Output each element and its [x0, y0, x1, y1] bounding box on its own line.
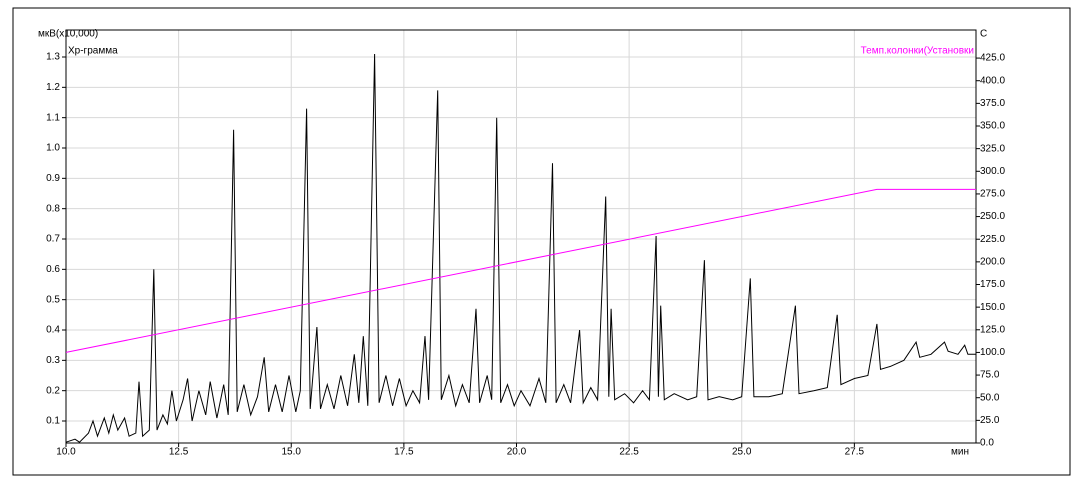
y-tick-label: 1.3: [46, 52, 60, 63]
y2-tick-label: 125.0: [980, 324, 1005, 335]
x-tick-label: 20.0: [507, 447, 527, 458]
y2-tick-label: 150.0: [980, 302, 1005, 313]
x-tick-label: 27.5: [845, 447, 865, 458]
y-tick-label: 0.5: [46, 294, 60, 305]
y2-tick-label: 400.0: [980, 75, 1005, 86]
plot-area: [65, 29, 977, 444]
y-tick-label: 1.2: [46, 82, 60, 93]
y2-tick-label: 100.0: [980, 347, 1005, 358]
y-tick-label: 0.7: [46, 234, 60, 245]
y2-unit-label: С: [980, 29, 987, 40]
y2-tick-label: 300.0: [980, 166, 1005, 177]
x-tick-label: 10.0: [56, 447, 76, 458]
y2-tick-label: 175.0: [980, 279, 1005, 290]
x-tick-label: 12.5: [169, 447, 189, 458]
y-unit-label: мкВ(x10,000): [38, 29, 98, 40]
y-tick-label: 0.1: [46, 416, 60, 427]
y2-tick-label: 50.0: [980, 392, 1000, 403]
y-tick-label: 0.3: [46, 355, 60, 366]
y2-tick-label: 200.0: [980, 257, 1005, 268]
y2-tick-label: 0.0: [980, 438, 994, 449]
y2-tick-label: 350.0: [980, 121, 1005, 132]
frame: [12, 7, 1071, 476]
legend-entry: Хр-грамма: [68, 46, 118, 57]
x-tick-label: 22.5: [619, 447, 639, 458]
y2-tick-label: 250.0: [980, 211, 1005, 222]
y-tick-label: 0.9: [46, 173, 60, 184]
y2-tick-label: 275.0: [980, 189, 1005, 200]
y-tick-label: 1.0: [46, 143, 60, 154]
grid: [65, 30, 976, 443]
y2-tick-label: 375.0: [980, 98, 1005, 109]
y-tick-label: 0.8: [46, 203, 60, 214]
x-tick-label: 15.0: [282, 447, 302, 458]
y2-tick-label: 75.0: [980, 370, 1000, 381]
x-axis-label: мин: [951, 447, 969, 458]
y2-tick-label: 325.0: [980, 143, 1005, 154]
series-line: [65, 53, 976, 443]
y2-tick-label: 225.0: [980, 234, 1005, 245]
x-tick-label: 25.0: [732, 447, 752, 458]
y-tick-label: 1.1: [46, 112, 60, 123]
series-line: [65, 188, 976, 353]
legend-entry: Темп.колонки(Установки: [861, 46, 974, 57]
y-tick-label: 0.2: [46, 385, 60, 396]
y2-tick-label: 25.0: [980, 415, 1000, 426]
x-tick-label: 17.5: [394, 447, 414, 458]
y-tick-label: 0.4: [46, 325, 60, 336]
y2-tick-label: 425.0: [980, 53, 1005, 64]
y-tick-label: 0.6: [46, 264, 60, 275]
